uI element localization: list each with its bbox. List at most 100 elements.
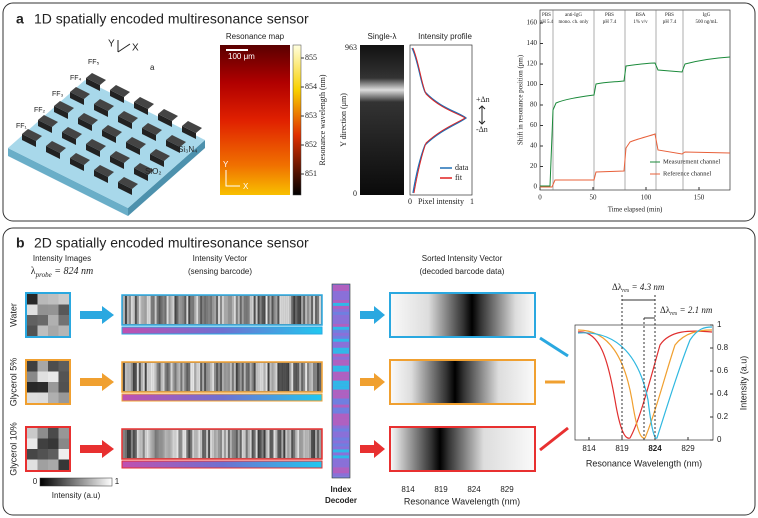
image-cell [37,382,48,393]
barcode-line [170,363,173,391]
waveguide-block [126,142,140,155]
colorbar-tick: 852 [305,140,317,149]
barcode-line [170,430,173,458]
barcode-line [299,296,302,324]
barcode-line [307,363,310,391]
resonance-map [220,45,290,195]
barcode-line [225,430,228,458]
barcode-line [148,363,151,391]
image-cell [48,325,59,336]
barcode-line [156,363,159,391]
waveguide-block [150,154,164,167]
decoder-stripe [333,359,349,363]
barcode-line [202,430,205,458]
barcode-line [148,430,151,458]
barcode-line [265,363,268,391]
barcode-line [184,363,187,391]
barcode-line [174,296,177,324]
waveguide-block-top [78,113,98,125]
barcode-line [138,430,141,458]
y-tick-label: 100 [527,80,538,88]
decoder-stripe [333,428,349,432]
barcode-line [200,296,203,324]
barcode-line [291,430,294,458]
waveguide-block-top [54,101,74,113]
waveguide-block-top [22,129,42,141]
barcode-line [124,430,127,458]
barcode-line [247,430,250,458]
barcode-line [178,363,181,391]
barcode-line [124,296,127,324]
barcode-line [245,363,248,391]
spectrum-glycerol-5 [577,329,713,439]
barcode-line [237,430,240,458]
decoder-stripe [333,446,349,450]
barcode-line [182,430,185,458]
barcode-line [285,296,288,324]
barcode-line [309,430,312,458]
waveguide-block [70,158,84,171]
text: = 2.1 nm [677,305,713,315]
barcode-line [196,430,199,458]
waveguide-block [158,114,172,127]
barcode-line [241,363,244,391]
decoder-stripe [333,326,349,330]
row-label: Glycerol 10% [8,422,18,476]
barcode-line [265,430,268,458]
profile-fit [412,47,466,194]
barcode-line [126,430,129,458]
decoder-stripe [333,311,349,315]
barcode-line [132,296,135,324]
y-tick-label: 0.6 [717,366,729,375]
waveguide-block-top [118,111,138,123]
waveguide-block [46,146,60,159]
barcode-line [140,296,143,324]
waveguide-block-top [118,177,138,189]
waveguide-block-top [110,85,130,97]
waveguide-block-top [182,121,202,133]
barcode-line [182,363,185,391]
barcode-line [188,363,191,391]
barcode-line [317,296,320,324]
image-cell [48,428,59,439]
barcode-line [235,363,238,391]
barcode-line [225,363,228,391]
barcode-line [299,430,302,458]
waveguide-block [70,92,84,105]
decoder-stripe [333,437,349,441]
y-tick-label: 20 [530,162,538,170]
barcode-line [277,363,280,391]
barcode-line [223,296,226,324]
barcode-line [184,296,187,324]
barcode-line [303,430,306,458]
flow-arrow [360,440,385,458]
barcode-strip [121,326,323,335]
probe-wavelength: λprobe = 824 nm [31,266,93,278]
image-cell [37,392,48,403]
step-label: PBS [542,13,551,18]
decoder-stripe [333,287,349,291]
image-cell [48,371,59,382]
fiber-label: FF₅ [88,59,100,66]
waveguide-block [118,116,132,129]
barcode-line [186,363,189,391]
decoder-stripe [333,296,349,300]
barcode-line [140,363,143,391]
barcode-line [176,296,179,324]
colorbar-tick: 851 [305,169,317,178]
y-tick-label: 0.4 [717,389,729,398]
x-tick-label: 150 [694,194,705,202]
image-cell [58,428,69,439]
decoder-stripe [333,335,349,339]
step-label: IgG [703,13,711,18]
symbol: Δλ [660,305,671,315]
waveguide-block-top [94,99,114,111]
barcode-line [194,430,197,458]
barcode-line [289,363,292,391]
barcode-line [164,430,167,458]
y-tick-label: 140 [527,39,538,47]
image-cell [58,371,69,382]
barcode-line [315,363,318,391]
waveguide-block-top [102,125,122,137]
waveguide-block [78,118,92,131]
